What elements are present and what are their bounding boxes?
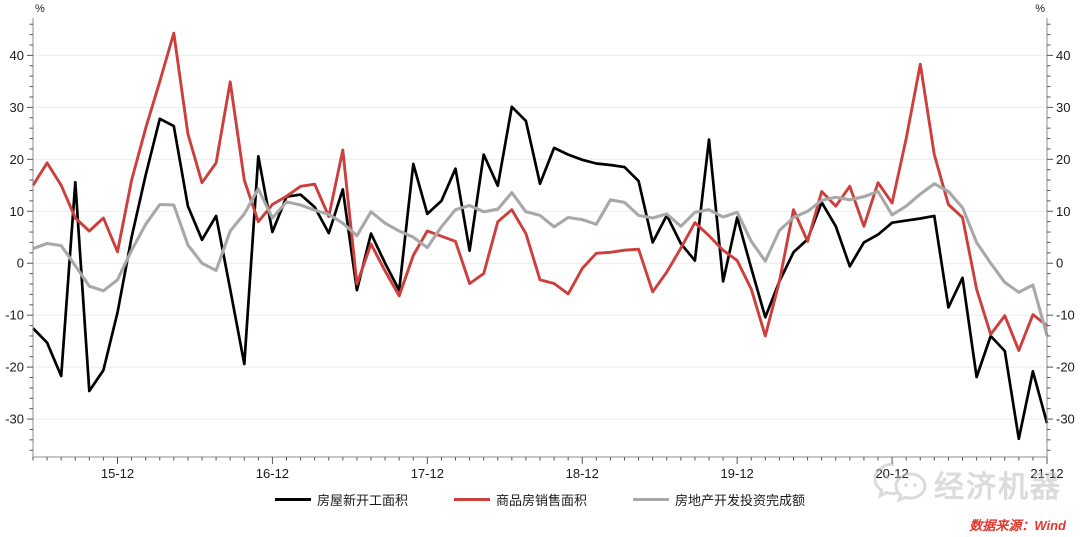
x-axis-label: 20-12 [875, 466, 908, 481]
y-axis-label-right: 20 [1056, 152, 1070, 167]
series-line-sales [31, 31, 1048, 352]
y-axis-label-left: -20 [5, 360, 24, 375]
data-source-note: 数据来源：Wind [969, 518, 1066, 533]
y-axis-label-right: -30 [1056, 412, 1075, 427]
legend-swatch-investment-icon [633, 498, 669, 501]
legend-item-new-construction: 房屋新开工面积 [274, 490, 408, 509]
y-axis-label-left: -10 [5, 308, 24, 323]
y-axis-label-left: 40 [10, 48, 24, 63]
series-line-new-construction [32, 105, 1049, 441]
y-axis-label-right: 10 [1056, 204, 1070, 219]
legend-swatch-new-construction-icon [274, 498, 311, 501]
x-axis-label: 16-12 [256, 466, 289, 481]
x-axis-label: 21-12 [1030, 466, 1063, 481]
y-axis-label-right: 0 [1056, 256, 1063, 271]
legend-item-investment: 房地产开发投资完成额 [633, 490, 805, 509]
legend-item-sales: 商品房销售面积 [453, 490, 587, 509]
x-axis-label: 18-12 [566, 466, 599, 481]
x-axis-label: 17-12 [411, 466, 444, 481]
x-axis-label: 15-12 [101, 466, 134, 481]
legend-swatch-sales-icon [453, 498, 490, 501]
y-axis-label-left: 10 [10, 204, 24, 219]
legend-label-sales: 商品房销售面积 [495, 493, 587, 508]
y-axis-label-right: 40 [1056, 48, 1070, 63]
x-axis-label: 19-12 [721, 466, 754, 481]
series-line-investment [32, 182, 1049, 336]
unit-label-left: % [35, 3, 45, 15]
y-axis-label-right: 30 [1056, 100, 1070, 115]
y-axis-label-left: 20 [10, 152, 24, 167]
y-axis-label-left: 30 [10, 100, 24, 115]
y-axis-label-left: 0 [17, 256, 24, 271]
legend-label-new-construction: 房屋新开工面积 [316, 493, 408, 508]
y-axis-label-right: -20 [1056, 360, 1075, 375]
y-axis-label-left: -30 [5, 412, 24, 427]
legend-label-investment: 房地产开发投资完成额 [675, 493, 806, 508]
y-axis-label-right: -10 [1056, 308, 1075, 323]
chart-legend: 房屋新开工面积 商品房销售面积 房地产开发投资完成额 [0, 490, 1080, 509]
unit-label-right: % [1035, 3, 1045, 15]
